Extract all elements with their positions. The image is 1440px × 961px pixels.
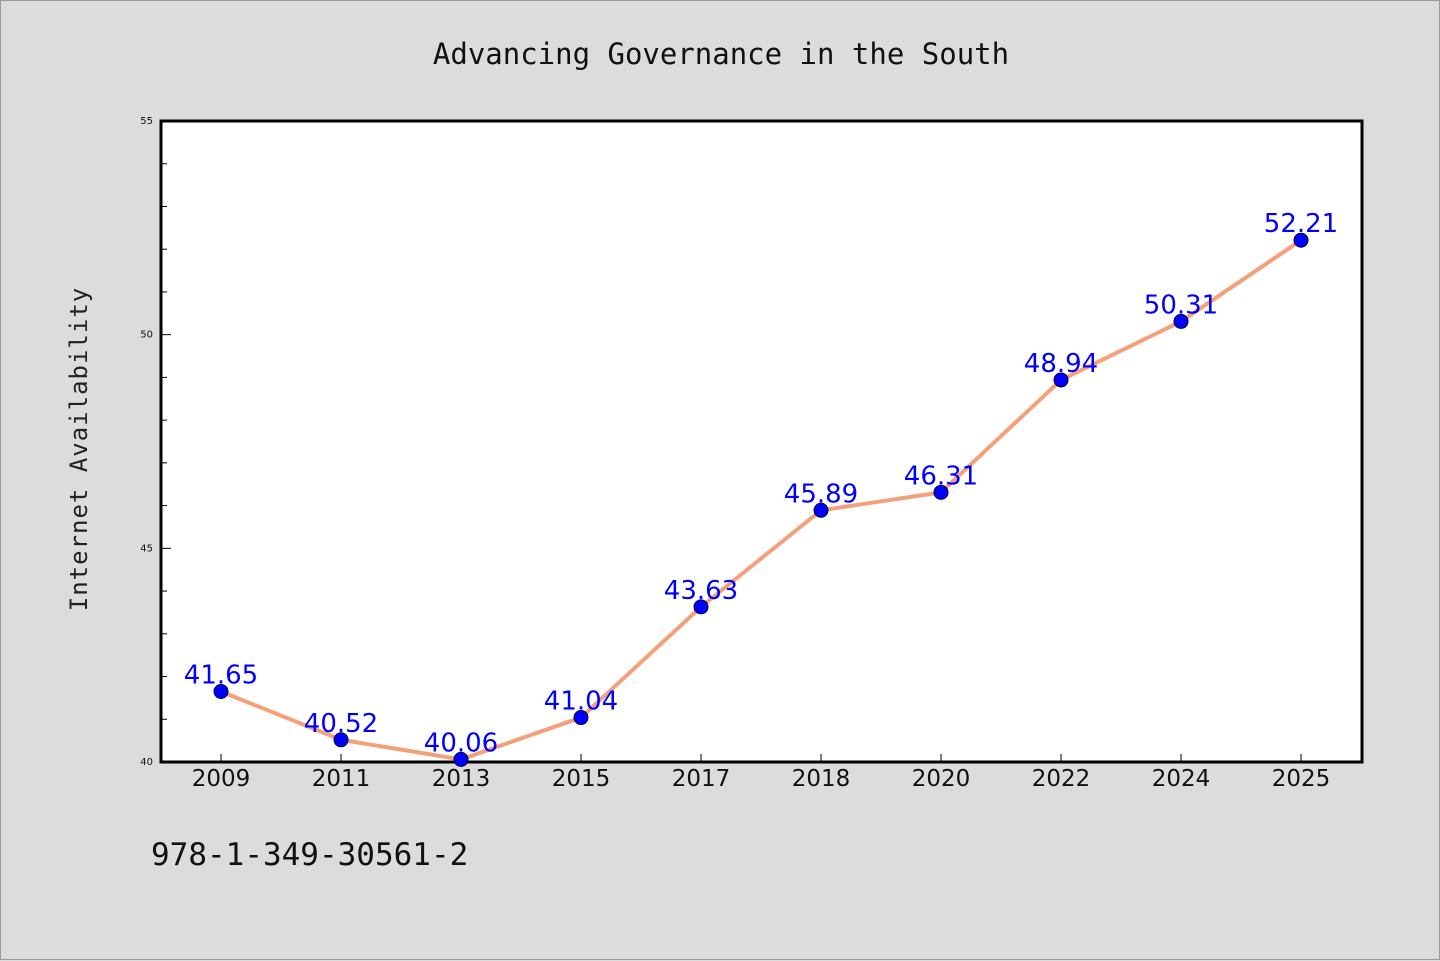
data-point [1053, 372, 1069, 388]
plot-area [159, 119, 1364, 764]
y-axis-label: Internet Availability [65, 287, 93, 611]
y-tick-label: 50 [140, 330, 153, 341]
data-label: 52.21 [1264, 209, 1338, 239]
x-tick-label: 2025 [1272, 766, 1331, 792]
x-tick-label: 2013 [432, 766, 491, 792]
x-tick-label: 2020 [912, 766, 971, 792]
data-label: 41.04 [544, 687, 618, 717]
isbn-footer: 978-1-349-30561-2 [151, 837, 468, 873]
data-point [213, 683, 229, 699]
data-point [813, 502, 829, 518]
y-axis: 40 45 50 55 [140, 116, 171, 768]
x-tick-label: 2024 [1152, 766, 1211, 792]
data-label: 46.31 [904, 461, 978, 491]
chart-title: Advancing Governance in the South [433, 37, 1009, 71]
data-label: 40.52 [304, 709, 378, 739]
x-tick-label: 2017 [672, 766, 731, 792]
x-tick-label: 2022 [1032, 766, 1091, 792]
data-label: 40.06 [424, 728, 498, 758]
data-point [693, 599, 709, 615]
data-point [333, 732, 349, 748]
y-tick-label: 40 [140, 757, 153, 768]
series-line [219, 238, 1303, 762]
data-label: 50.31 [1144, 290, 1218, 320]
data-point [573, 710, 589, 726]
x-tick-label: 2009 [192, 766, 251, 792]
data-label: 48.94 [1024, 349, 1098, 379]
data-point [1293, 232, 1309, 248]
data-label: 45.89 [784, 479, 858, 509]
y-tick-label: 45 [140, 543, 153, 554]
data-point [453, 751, 469, 767]
y-tick-label: 55 [140, 116, 153, 127]
x-tick-label: 2015 [552, 766, 611, 792]
x-axis: 2009 2011 2013 2015 2017 2018 2020 2022 2024 2025 [192, 754, 1331, 792]
data-label: 41.65 [184, 660, 258, 690]
data-point [1173, 313, 1189, 329]
data-label: 43.63 [664, 576, 738, 606]
x-tick-label: 2011 [312, 766, 371, 792]
series-layer: 41.65 40.52 40.06 41.04 43.63 45.89 46.31 48.94… [184, 209, 1338, 767]
data-point [933, 484, 949, 500]
x-tick-label: 2018 [792, 766, 851, 792]
